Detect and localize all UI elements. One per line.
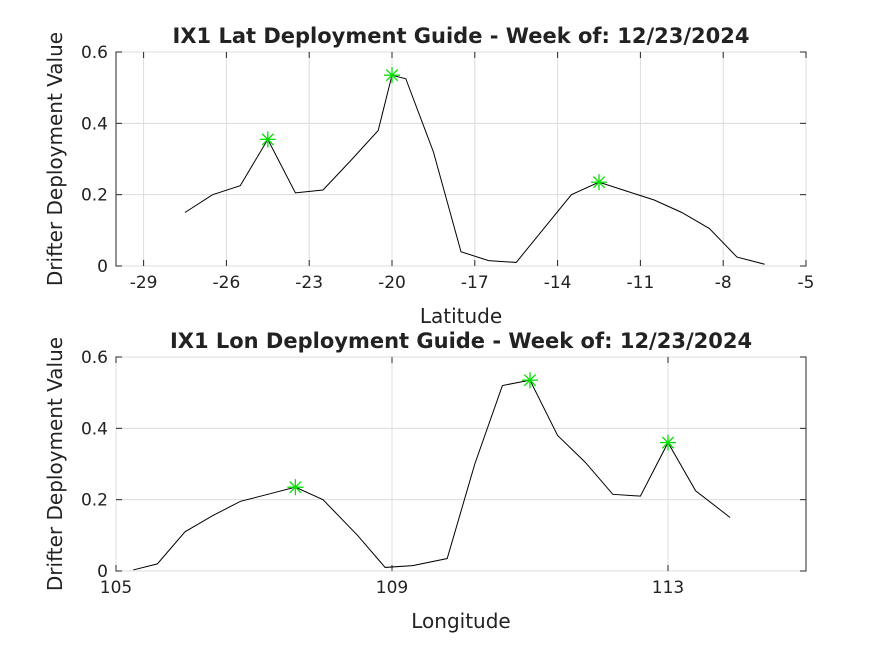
latitude-chart: IX1 Lat Deployment Guide - Week of: 12/2… — [43, 24, 814, 328]
longitude-grid — [115, 356, 806, 572]
latitude-y-tick-label: 0.2 — [81, 186, 108, 206]
latitude-peak-marker — [259, 131, 276, 148]
longitude-x-tick-label: 105 — [100, 578, 132, 598]
longitude-chart-title: IX1 Lon Deployment Guide - Week of: 12/2… — [170, 329, 752, 353]
latitude-y-tick-label: 0.4 — [81, 114, 108, 134]
longitude-x-axis-label: Longitude — [411, 609, 510, 633]
longitude-y-tick-label: 0.4 — [81, 419, 108, 439]
longitude-y-tick-label: 0 — [97, 562, 108, 582]
longitude-x-tick-label: 113 — [652, 578, 684, 598]
longitude-x-tick-label: 109 — [376, 578, 408, 598]
longitude-peak-marker — [660, 434, 676, 451]
latitude-x-tick-label: -5 — [798, 273, 815, 293]
latitude-markers — [259, 67, 607, 191]
latitude-x-axis-label: Latitude — [420, 304, 502, 328]
longitude-peak-marker — [287, 479, 304, 496]
latitude-plot-area — [115, 51, 807, 267]
latitude-x-tick-label: -20 — [378, 273, 406, 293]
longitude-y-axis-label: Drifter Deployment Value — [43, 337, 67, 591]
latitude-y-axis-label: Drifter Deployment Value — [43, 32, 67, 286]
longitude-series-line — [133, 379, 731, 571]
latitude-y-tick-label: 0 — [97, 257, 108, 277]
longitude-y-tick-label: 0.6 — [81, 348, 108, 368]
latitude-x-tick-label: -17 — [461, 273, 489, 293]
longitude-chart: IX1 Lon Deployment Guide - Week of: 12/2… — [43, 329, 807, 633]
latitude-chart-title: IX1 Lat Deployment Guide - Week of: 12/2… — [173, 24, 750, 48]
latitude-series-line — [184, 74, 765, 265]
longitude-peak-marker — [522, 372, 538, 389]
latitude-peak-marker — [591, 174, 607, 191]
longitude-markers — [287, 372, 676, 496]
longitude-plot-area — [115, 356, 807, 572]
latitude-x-tick-label: -11 — [627, 273, 655, 293]
longitude-y-tick-label: 0.2 — [81, 491, 108, 511]
latitude-peak-marker — [384, 67, 400, 84]
latitude-x-tick-label: -23 — [295, 273, 323, 293]
latitude-x-tick-label: -26 — [213, 273, 241, 293]
latitude-x-tick-label: -8 — [715, 273, 732, 293]
latitude-y-tick-label: 0.6 — [81, 43, 108, 63]
latitude-x-tick-label: -14 — [544, 273, 572, 293]
latitude-grid — [116, 51, 807, 267]
latitude-x-tick-label: -29 — [130, 273, 158, 293]
latitude-ticks: -29 -26 -23 -20 -17 -14 -11 -8 -5 0 0.2 0.4 0.6 — [81, 43, 815, 293]
longitude-ticks: 105 109 113 0 0.2 0.4 0.6 — [81, 348, 806, 598]
